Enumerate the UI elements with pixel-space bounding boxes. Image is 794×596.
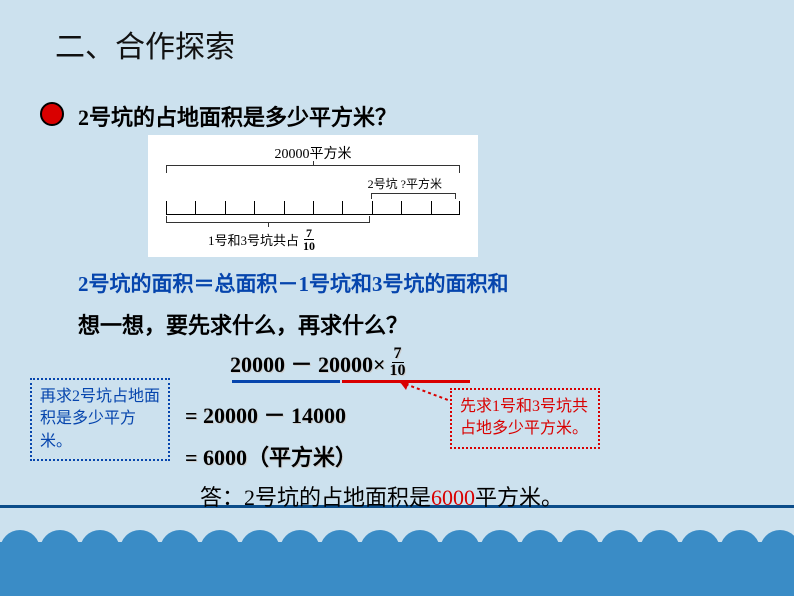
brace-right-small [371,193,456,199]
answer-value: 6000 [431,485,475,510]
number-line [166,201,460,215]
fraction-prefix: 1号和3号坑共占 [208,230,299,249]
arrow-right [398,378,458,408]
fraction-7-10: 7 10 [301,227,317,252]
note-box-left: 再求2号坑占地面积是多少平方米。 [30,378,170,461]
brace-left-small [166,216,370,223]
diagram-total-label: 20000平方米 [156,143,470,163]
diagram-pit2-label: 2号坑 ?平方米 [156,175,442,192]
arrow-left [168,382,170,384]
note-box-right: 先求1号和3号坑共占地多少平方米。 [450,388,600,449]
wave-decoration [0,520,794,556]
think-prompt: 想一想，要先求什么，再求什么？ [78,308,408,340]
diagram-fraction-label: 1号和3号坑共占 7 10 [208,227,470,252]
brace-top [166,165,460,173]
calculation-line-3: = 6000（平方米） [185,440,357,472]
bullet-icon [40,102,64,126]
number-line-diagram: 20000平方米 2号坑 ?平方米 1号和3号坑共占 7 10 [148,135,478,257]
question-text: 2号坑的占地面积是多少平方米？ [78,100,397,132]
answer-line: 答：2号坑的占地面积是6000平方米。 [200,480,563,512]
answer-suffix: 平方米。 [475,485,563,510]
calculation-line-2: = 20000 － 14000 [185,398,346,430]
section-heading: 二、合作探索 [55,22,235,66]
answer-prefix: 答：2号坑的占地面积是 [200,485,431,510]
underline-blue [232,380,340,383]
calc1-prefix: 20000 － 20000× [230,347,386,379]
calc1-fraction: 7 10 [388,346,408,379]
formula-text: 2号坑的面积＝总面积－1号坑和3号坑的面积和 [78,268,509,298]
calculation-line-1: 20000 － 20000× 7 10 [230,346,408,379]
